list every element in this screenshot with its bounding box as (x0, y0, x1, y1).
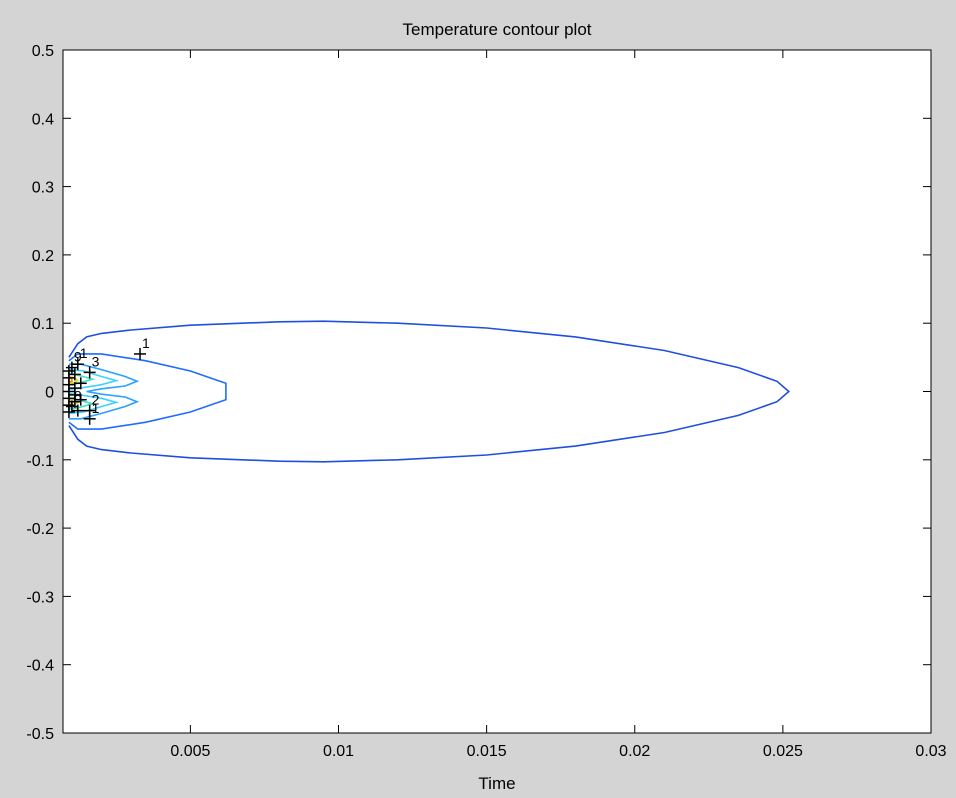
contour-line (68, 353, 227, 430)
contour-label-marker (83, 412, 96, 425)
axis-ticks: 0.005 0.01 0.015 0.02 0.025 0.03 0.5 0.4 0.3 0.2 0… (26, 43, 946, 760)
y-tick-label: -0.2 (26, 521, 54, 538)
x-tick-label: 0.025 (763, 743, 803, 760)
y-tick-label: 0.3 (32, 180, 54, 197)
chart-title: Temperature contour plot (403, 20, 592, 39)
contour-label-marker (65, 400, 78, 413)
contour-level-label: 8 (74, 388, 82, 404)
contour-label-marker (65, 361, 78, 374)
y-tick-label: -0.5 (26, 726, 54, 743)
contour-label-marker (134, 347, 147, 360)
contour-line (68, 363, 140, 420)
y-tick-label: 0.1 (32, 316, 54, 333)
y-tick-label: -0.3 (26, 589, 54, 606)
contour-level-label: 3 (92, 353, 100, 369)
y-tick-label: 0.5 (32, 43, 54, 60)
x-axis-label: Time (478, 774, 515, 793)
contour-marker (68, 395, 81, 408)
y-tick-label: 0.4 (32, 111, 54, 128)
x-tick-label: 0.03 (915, 743, 946, 760)
contour-level-label: 1 (142, 335, 150, 351)
y-tick-label: -0.1 (26, 453, 54, 470)
contour-line (68, 320, 791, 463)
x-tick-label: 0.01 (323, 743, 354, 760)
contour-level-label: 1 (92, 400, 100, 416)
contour-level-label: 2 (92, 392, 100, 408)
contour-marker (62, 405, 75, 418)
y-tick-label: -0.4 (26, 658, 54, 675)
y-tick-label: 0.2 (32, 248, 54, 265)
contour-marker (74, 377, 87, 390)
x-tick-label: 0.02 (619, 743, 650, 760)
contour-level-label: 9 (74, 349, 82, 365)
contour-label-marker (83, 366, 96, 379)
plot-area (62, 49, 932, 734)
x-tick-label: 0.005 (170, 743, 210, 760)
contour-marker (74, 393, 87, 406)
contour-level-label: 1 (80, 345, 88, 361)
contour-marker (68, 368, 81, 381)
y-tick-label: 0 (45, 385, 54, 402)
contour-lines (68, 320, 791, 463)
x-tick-label: 0.015 (467, 743, 507, 760)
